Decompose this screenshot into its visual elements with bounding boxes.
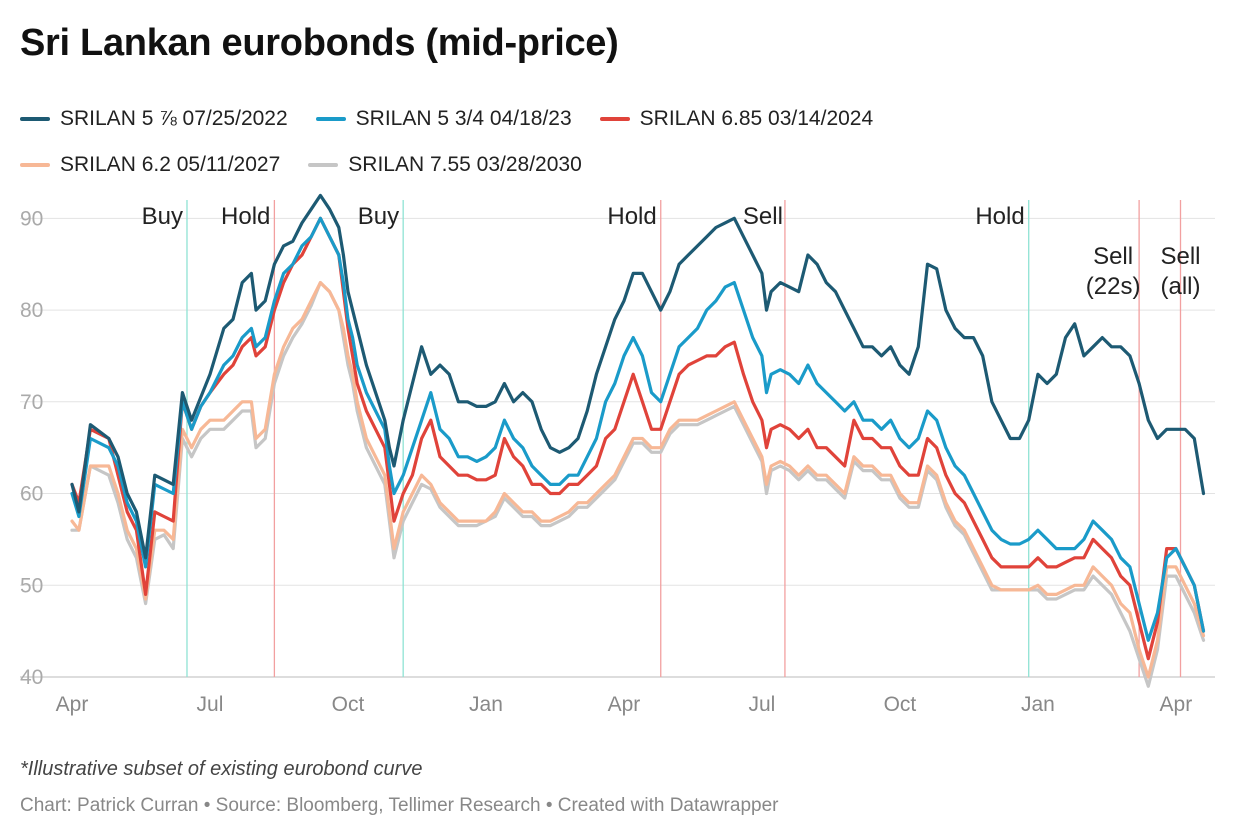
annotation-label: Buy bbox=[142, 203, 183, 230]
series-line-2 bbox=[70, 216, 1206, 642]
legend-item-1: SRILAN 5 ⅞ 07/25/2022 bbox=[20, 107, 288, 131]
series-layer bbox=[70, 193, 1206, 688]
legend-label-2: SRILAN 5 3/4 04/18/23 bbox=[355, 107, 572, 130]
x-tick-label: Apr bbox=[1160, 693, 1193, 716]
annotation-label: Sell bbox=[743, 203, 783, 230]
legend-label-1: SRILAN 5 ⅞ 07/25/2022 bbox=[60, 107, 288, 130]
series-line-3 bbox=[70, 216, 1206, 661]
x-tick-label: Oct bbox=[884, 693, 917, 716]
legend-label-3: SRILAN 6.85 03/14/2024 bbox=[639, 107, 874, 130]
y-tick-label: 50 bbox=[20, 574, 43, 597]
y-tick-label: 60 bbox=[20, 483, 43, 506]
annotation-label: Buy bbox=[358, 203, 399, 230]
series-line-1 bbox=[70, 193, 1206, 560]
x-tick-label: Oct bbox=[332, 693, 365, 716]
annotation-label: Sell (22s) bbox=[1086, 243, 1141, 300]
legend-item-4: SRILAN 6.2 05/11/2027 bbox=[20, 153, 280, 177]
y-tick-label: 80 bbox=[20, 299, 43, 322]
y-tick-label: 70 bbox=[20, 391, 43, 414]
x-tick-label: Jan bbox=[469, 693, 503, 716]
line-chart: Buy Hold Buy Hold Sell Hold Sell (22s) Sell (all)… bbox=[20, 193, 1215, 716]
legend-swatch-4 bbox=[20, 163, 50, 167]
x-tick-label: Apr bbox=[608, 693, 641, 716]
x-tick-label: Jul bbox=[749, 693, 776, 716]
y-tick-label: 90 bbox=[20, 207, 43, 230]
legend-row-2: SRILAN 6.2 05/11/2027 SRILAN 7.55 03/28/… bbox=[20, 142, 1220, 188]
annotation-label: Hold bbox=[221, 203, 270, 230]
legend-swatch-2 bbox=[315, 117, 346, 121]
footnote: *Illustrative subset of existing eurobon… bbox=[20, 758, 423, 780]
chart-title: Sri Lankan eurobonds (mid-price) bbox=[20, 22, 619, 64]
legend-item-2: SRILAN 5 3/4 04/18/23 bbox=[315, 107, 572, 131]
annotation-label: Hold bbox=[607, 203, 656, 230]
annotation-label: Hold bbox=[975, 203, 1024, 230]
legend-item-3: SRILAN 6.85 03/14/2024 bbox=[599, 107, 874, 131]
annotation-label: Sell (all) bbox=[1160, 243, 1200, 300]
x-tick-label: Jul bbox=[197, 693, 224, 716]
annotation-layer: Buy Hold Buy Hold Sell Hold Sell (22s) Sell (all) bbox=[142, 200, 1201, 677]
legend-item-5: SRILAN 7.55 03/28/2030 bbox=[308, 153, 582, 177]
x-tick-label: Apr bbox=[56, 693, 89, 716]
y-tick-label: 40 bbox=[20, 666, 43, 689]
credit-line: Chart: Patrick Curran • Source: Bloomber… bbox=[20, 795, 779, 816]
legend-swatch-5 bbox=[308, 163, 339, 167]
axis-layer: 40 50 60 70 80 90 Apr Jul Oct Jan Apr Jul Oct Jan Apr bbox=[20, 207, 1192, 716]
legend-swatch-1 bbox=[20, 117, 50, 121]
legend-swatch-3 bbox=[599, 117, 630, 121]
legend-label-5: SRILAN 7.55 03/28/2030 bbox=[348, 153, 582, 176]
legend-label-4: SRILAN 6.2 05/11/2027 bbox=[60, 153, 281, 176]
legend: SRILAN 5 ⅞ 07/25/2022 SRILAN 5 3/4 04/18… bbox=[20, 96, 1220, 188]
legend-row-1: SRILAN 5 ⅞ 07/25/2022 SRILAN 5 3/4 04/18… bbox=[20, 96, 1220, 142]
grid-layer bbox=[20, 217, 1215, 678]
x-tick-label: Jan bbox=[1021, 693, 1055, 716]
series-line-4 bbox=[70, 281, 1206, 679]
